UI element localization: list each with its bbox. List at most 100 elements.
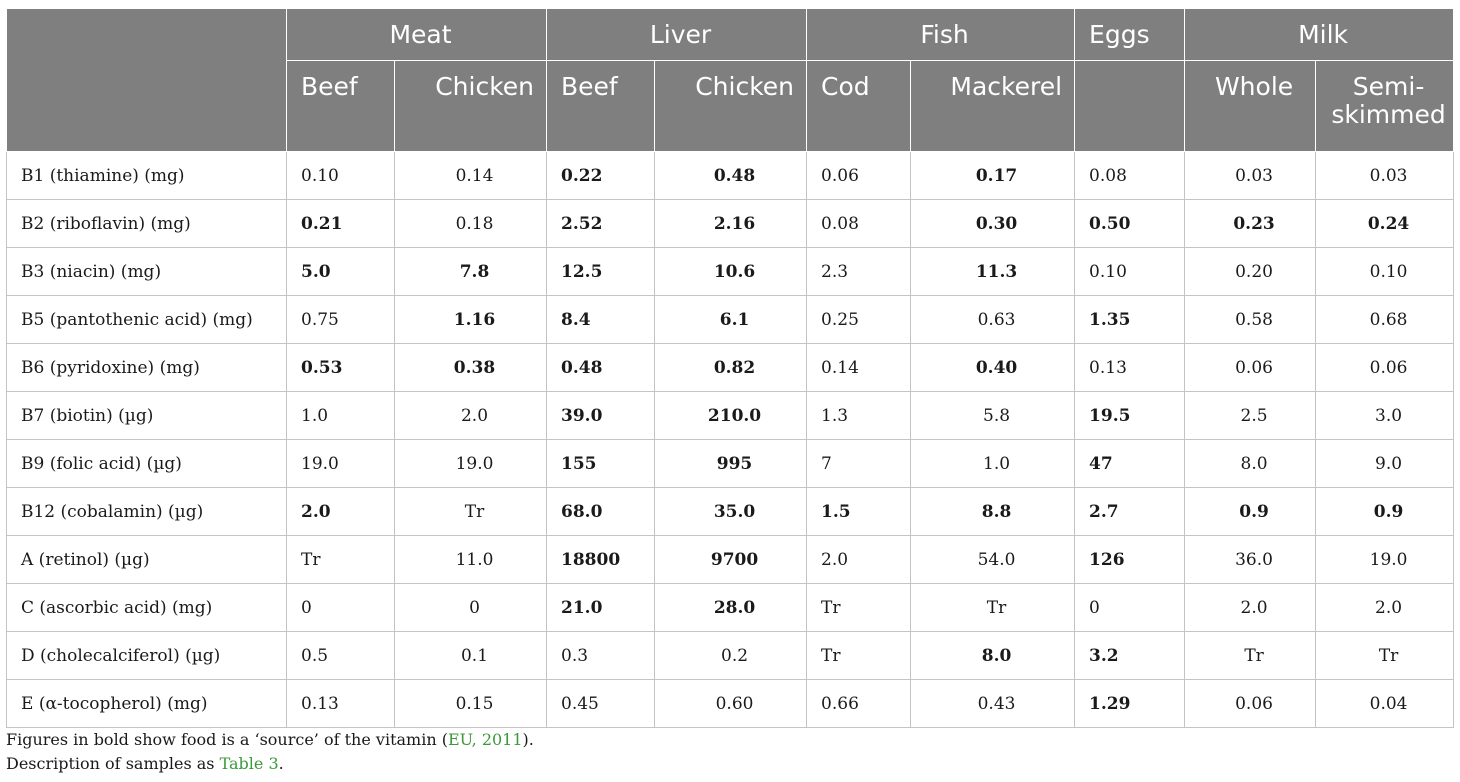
- table-cell: 0.21: [286, 199, 395, 248]
- table-cell: 0.82: [654, 343, 808, 392]
- table-cell: 7.8: [393, 247, 548, 296]
- table-cell: 8.8: [910, 487, 1076, 536]
- table-cell: 18800: [546, 535, 656, 584]
- table-cell: 2.16: [654, 199, 808, 248]
- group-header-meat: Meat: [285, 8, 548, 61]
- table-cell: 19.5: [1074, 391, 1186, 440]
- table-cell: 2.0: [1315, 583, 1455, 632]
- table-cell: Tr: [393, 487, 548, 536]
- table-cell: 8.0: [910, 631, 1076, 680]
- table-cell: 0.40: [910, 343, 1076, 392]
- table-cell: 155: [546, 439, 656, 488]
- row-label: D (cholecalciferol) (µg): [6, 631, 287, 680]
- table-row: B7 (biotin) (µg) 1.0 2.0 39.0 210.0 1.3 5.8 19.…: [6, 391, 1455, 440]
- reference-link-table-3[interactable]: Table 3: [219, 754, 279, 773]
- header-row-groups: Meat Liver Fish Eggs Milk: [6, 8, 1455, 152]
- subheader-meat-beef: Beef: [286, 60, 395, 152]
- table-cell: 0.17: [910, 151, 1076, 200]
- table-container: Meat Liver Fish Eggs Milk Beef Chicken B…: [6, 8, 1455, 728]
- table-row: D (cholecalciferol) (µg) 0.5 0.1 0.3 0.2 Tr 8.…: [6, 631, 1455, 680]
- table-cell: 9700: [654, 535, 808, 584]
- table-cell: 1.35: [1074, 295, 1186, 344]
- footnote-text: Figures in bold show food is a ‘source’ …: [6, 730, 448, 749]
- table-cell: 0.10: [286, 151, 395, 200]
- table-cell: 0.03: [1184, 151, 1317, 200]
- group-header-eggs: Eggs: [1074, 8, 1186, 61]
- table-cell: 1.5: [806, 487, 912, 536]
- table-cell: 0.63: [910, 295, 1076, 344]
- subheader-milk-semi-skimmed: Semi-skimmed: [1315, 60, 1455, 152]
- table-cell: 8.0: [1184, 439, 1317, 488]
- table-cell: 0.10: [1315, 247, 1455, 296]
- table-cell: 7: [806, 439, 912, 488]
- table-cell: 0: [393, 583, 548, 632]
- table-cell: 0.2: [654, 631, 808, 680]
- table-cell: 0.5: [286, 631, 395, 680]
- header-row-subgroups: Beef Chicken Beef Chicken Cod Mackerel W…: [7, 60, 1455, 152]
- table-cell: 0.14: [806, 343, 912, 392]
- subheader-liver-chicken: Chicken: [654, 60, 808, 152]
- table-cell: Tr: [1315, 631, 1455, 680]
- table-cell: 1.0: [286, 391, 395, 440]
- table-cell: 6.1: [654, 295, 808, 344]
- subheader-milk-whole: Whole: [1184, 60, 1317, 152]
- table-cell: 0.10: [1074, 247, 1186, 296]
- table-cell: 2.7: [1074, 487, 1186, 536]
- row-label: C (ascorbic acid) (mg): [6, 583, 287, 632]
- group-header-fish: Fish: [806, 8, 1076, 61]
- table-cell: 0.43: [910, 679, 1076, 728]
- table-cell: Tr: [910, 583, 1076, 632]
- footnote-bold-meaning: Figures in bold show food is a ‘source’ …: [6, 728, 534, 752]
- table-cell: 0.38: [393, 343, 548, 392]
- table-cell: 2.5: [1184, 391, 1317, 440]
- table-cell: 0.06: [1315, 343, 1455, 392]
- table-cell: 0.06: [1184, 679, 1317, 728]
- row-label: B9 (folic acid) (µg): [6, 439, 287, 488]
- table-cell: 210.0: [654, 391, 808, 440]
- table-cell: 0.06: [806, 151, 912, 200]
- table-cell: 0.13: [1074, 343, 1186, 392]
- row-label: B12 (cobalamin) (µg): [6, 487, 287, 536]
- table-cell: 0.03: [1315, 151, 1455, 200]
- row-label: E (α-tocopherol) (mg): [6, 679, 287, 728]
- table-cell: 1.16: [393, 295, 548, 344]
- table-cell: Tr: [806, 631, 912, 680]
- table-cell: 0.1: [393, 631, 548, 680]
- table-cell: 19.0: [286, 439, 395, 488]
- table-cell: 0.14: [393, 151, 548, 200]
- table-cell: 12.5: [546, 247, 656, 296]
- table-cell: 5.0: [286, 247, 395, 296]
- subheader-eggs: [1074, 60, 1186, 152]
- group-header-liver: Liver: [546, 8, 808, 61]
- table-cell: 11.0: [393, 535, 548, 584]
- subheader-fish-mackerel: Mackerel: [910, 60, 1076, 152]
- vitamin-table: Meat Liver Fish Eggs Milk Beef Chicken B…: [6, 8, 1455, 728]
- table-cell: 0.3: [546, 631, 656, 680]
- table-cell: Tr: [286, 535, 395, 584]
- table-cell: 8.4: [546, 295, 656, 344]
- reference-link-eu-2011[interactable]: EU, 2011: [447, 730, 523, 749]
- table-cell: 0.66: [806, 679, 912, 728]
- table-row: C (ascorbic acid) (mg) 0 0 21.0 28.0 Tr Tr 0 2.0…: [6, 583, 1455, 632]
- table-cell: 0.45: [546, 679, 656, 728]
- table-cell: 1.29: [1074, 679, 1186, 728]
- table-cell: 0.58: [1184, 295, 1317, 344]
- table-cell: 10.6: [654, 247, 808, 296]
- table-cell: 36.0: [1184, 535, 1317, 584]
- table-cell: 0.48: [546, 343, 656, 392]
- table-cell: 0.24: [1315, 199, 1455, 248]
- row-label: A (retinol) (µg): [6, 535, 287, 584]
- table-cell: 9.0: [1315, 439, 1455, 488]
- table-row: B6 (pyridoxine) (mg) 0.53 0.38 0.48 0.82 0.14…: [6, 343, 1455, 392]
- table-cell: 0.9: [1184, 487, 1317, 536]
- table-cell: 0.9: [1315, 487, 1455, 536]
- table-cell: 995: [654, 439, 808, 488]
- table-cell: 3.2: [1074, 631, 1186, 680]
- table-cell: 0.22: [546, 151, 656, 200]
- table-row: B9 (folic acid) (µg) 19.0 19.0 155 995 7 1.0 47…: [6, 439, 1455, 488]
- table-cell: 5.8: [910, 391, 1076, 440]
- table-cell: Tr: [1184, 631, 1317, 680]
- table-cell: 11.3: [910, 247, 1076, 296]
- table-row: A (retinol) (µg) Tr 11.0 18800 9700 2.0 54.0 12…: [6, 535, 1455, 584]
- table-cell: 0.25: [806, 295, 912, 344]
